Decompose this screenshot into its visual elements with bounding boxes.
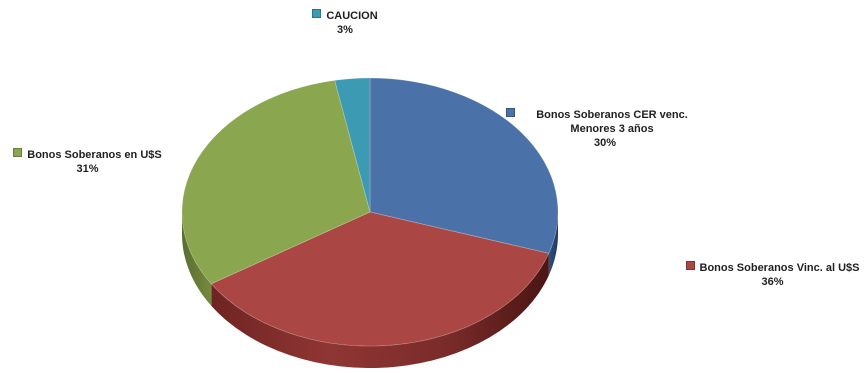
slice-label-cer: Bonos Soberanos CER venc. Menores 3 años <box>536 109 688 135</box>
pie-side-usd <box>182 212 212 306</box>
legend-swatch-usd <box>13 148 23 157</box>
slice-percent-usd: 31% <box>76 163 99 175</box>
pie-slice-usd <box>181 79 371 285</box>
pie-side-cer <box>548 212 558 276</box>
legend-swatch-vinc <box>685 261 695 270</box>
pie-slice-vinc <box>210 211 550 347</box>
slice-label-caucion: CAUCION <box>326 10 378 22</box>
data-label-cer: Bonos Soberanos CER venc. Menores 3 años… <box>495 108 715 150</box>
data-label-caucion: CAUCION 3% <box>280 9 410 37</box>
slice-percent-caucion: 3% <box>337 24 353 36</box>
data-label-usd: Bonos Soberanos en U$S 31% <box>5 148 170 176</box>
pie-slice-caucion <box>334 77 371 213</box>
pie-sides <box>182 212 558 368</box>
slice-label-usd: Bonos Soberanos en U$S <box>27 149 162 161</box>
slice-label-vinc: Bonos Soberanos Vinc. al U$S <box>699 262 860 274</box>
pie-slice-cer <box>369 77 559 254</box>
legend-swatch-caucion <box>312 9 322 18</box>
pie-tops <box>181 77 559 347</box>
legend-swatch-cer <box>505 108 515 117</box>
data-label-vinc: Bonos Soberanos Vinc. al U$S 36% <box>670 261 866 289</box>
slice-percent-cer: 30% <box>593 137 617 149</box>
pie-side-vinc <box>211 253 549 368</box>
slice-percent-vinc: 36% <box>761 276 784 288</box>
